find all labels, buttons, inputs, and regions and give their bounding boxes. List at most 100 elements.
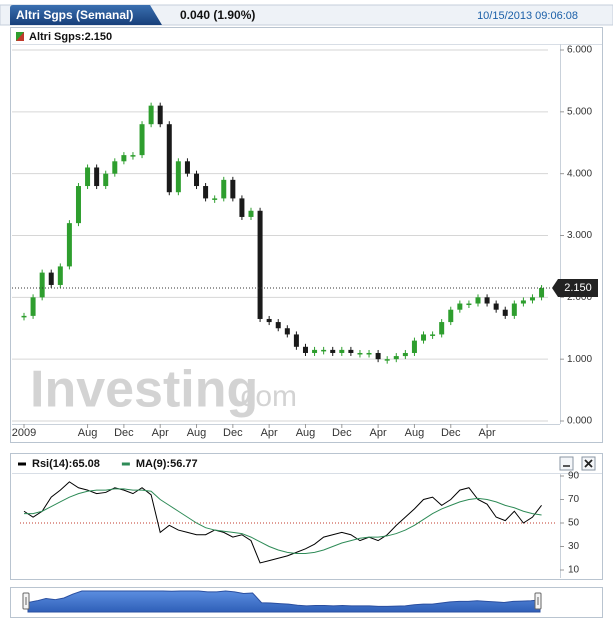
title-tab [10,5,162,25]
candle [502,309,508,316]
candle [57,266,63,285]
candle [529,297,535,301]
candle [293,334,299,347]
candle [402,352,408,357]
watermark: Investing [30,361,258,419]
candle [475,297,481,304]
candle [157,105,163,125]
candle [421,334,427,341]
candle [511,303,517,316]
x-tick-label: 2009 [12,427,36,439]
y-tick-label: 4.000 [567,168,592,179]
rsi-line [24,488,542,555]
candle [266,318,272,323]
candle [384,359,390,361]
candle [257,210,263,319]
candle [194,173,200,187]
y-tick-label: 0.000 [567,416,592,427]
y-tick-label: 5.000 [567,106,592,117]
x-tick-label: Aug [187,427,207,439]
candle [393,356,399,360]
candle [348,349,354,353]
candle [520,300,526,304]
watermark: .com [232,380,297,413]
candle [457,303,463,310]
candle [411,340,417,353]
legend-entry: MA(9):56.77 [136,458,198,470]
candle [366,352,372,355]
candle [539,288,545,298]
y-tick-label: 6.000 [567,45,592,56]
legend-entry: Rsi(14):65.08 [32,458,100,470]
candle [493,303,499,310]
y-tick-label: 30 [568,541,580,552]
x-tick-label: Dec [114,427,134,439]
close-icon [584,459,593,468]
candle [330,349,336,353]
candle [184,161,190,174]
candle [284,328,290,335]
candle [166,124,172,193]
x-tick-label: Dec [441,427,461,439]
y-tick-label: 2.000 [567,292,592,303]
price-change: 0.040 (1.90%) [180,8,255,22]
x-tick-label: Aug [296,427,316,439]
candle [148,105,154,125]
candle [430,334,436,336]
x-tick-label: Apr [261,427,278,439]
candle [203,186,209,199]
x-tick-label: Dec [223,427,243,439]
chart-title: Altri Sgps (Semanal) [16,8,133,22]
y-tick-label: 50 [568,518,580,529]
candle [466,303,472,306]
candle [112,161,118,174]
candle [339,349,345,353]
candle [75,186,81,224]
candle [439,322,445,335]
x-tick-label: Apr [370,427,387,439]
x-tick-label: Dec [332,427,352,439]
x-tick-label: Apr [479,427,496,439]
candle [321,349,327,352]
candle [484,297,490,304]
y-tick-label: 90 [568,471,580,482]
y-tick-label: 10 [568,565,580,576]
navigator-area [27,590,541,613]
timestamp: 10/15/2013 09:06:08 [477,10,578,22]
candle [275,322,281,329]
candle [212,198,218,200]
candle [375,352,381,360]
last-price-box [552,279,598,298]
x-tick-label: Aug [405,427,425,439]
legend-swatch-red [16,32,24,41]
candle [85,167,91,187]
candle [302,346,308,353]
candle [21,315,27,318]
candle [39,272,45,298]
candle [48,272,54,285]
last-price-label: 2.150 [564,282,592,294]
candle [230,179,236,199]
minimize-button[interactable] [559,456,574,471]
candle [130,155,136,157]
rsi-panel [10,453,603,580]
x-tick-label: Apr [152,427,169,439]
y-tick-label: 3.000 [567,230,592,241]
candle [66,223,72,267]
legend-entry: Altri Sgps:2.150 [29,31,112,43]
candle [221,179,227,199]
y-tick-label: 70 [568,494,580,505]
candle [239,198,245,217]
y-tick-label: 1.000 [567,354,592,365]
candle [121,155,127,162]
candle [357,352,363,355]
x-tick-label: Aug [78,427,98,439]
candle [103,173,109,187]
candle [30,297,36,316]
candle [312,349,318,353]
rsi-line [23,481,542,564]
candle [175,161,181,193]
candle [448,309,454,323]
